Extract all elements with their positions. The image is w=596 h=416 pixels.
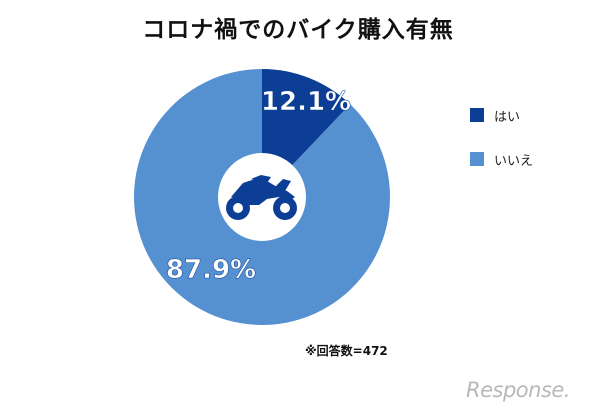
legend: はい いいえ [470, 104, 533, 192]
legend-item-yes: はい [470, 104, 533, 126]
legend-swatch-yes [470, 108, 484, 122]
motorcycle-icon [226, 175, 297, 220]
data-label-no: 87.9% [166, 255, 256, 285]
legend-label-yes: はい [494, 109, 521, 125]
response-logo: Response. [466, 378, 570, 402]
respondent-count-note: ※回答数=472 [305, 344, 388, 358]
legend-item-no: いいえ [470, 148, 533, 170]
chart-title: コロナ禍でのバイク購入有無 [142, 17, 454, 43]
data-label-yes: 12.1% [261, 87, 351, 117]
data-labels: 12.1% 87.9% [166, 87, 352, 286]
legend-swatch-no [470, 152, 484, 166]
legend-label-no: いいえ [494, 153, 534, 169]
